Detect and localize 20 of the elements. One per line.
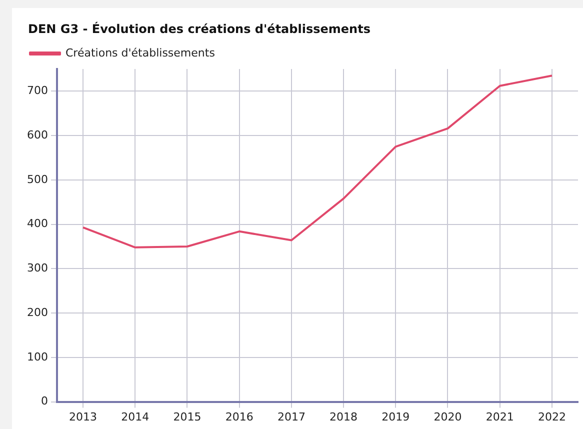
x-tick-label: 2015 — [173, 410, 202, 424]
y-tick-label: 300 — [26, 262, 48, 275]
x-tick-label: 2021 — [486, 410, 514, 424]
y-tick-label: 0 — [40, 394, 48, 408]
x-tick-label: 2016 — [225, 410, 254, 424]
y-tick-label: 200 — [26, 306, 48, 319]
x-tick-label: 2013 — [69, 410, 98, 424]
y-tick-label: 400 — [26, 217, 48, 230]
y-tick-label: 100 — [26, 350, 48, 364]
y-tick-label: 700 — [26, 84, 48, 98]
x-tick-label: 2020 — [434, 410, 462, 424]
x-tick-label: 2018 — [330, 410, 358, 424]
y-tick-label: 500 — [26, 172, 48, 186]
x-tick-label: 2019 — [382, 410, 410, 424]
chart-title: DEN G3 - Évolution des créations d'établissements — [28, 22, 370, 36]
x-tick-label: 2017 — [277, 410, 306, 424]
x-tick-label: 2022 — [538, 410, 566, 424]
legend-label: Créations d'établissements — [66, 46, 216, 60]
x-tick-label: 2014 — [121, 410, 150, 424]
y-tick-label: 600 — [26, 128, 48, 142]
